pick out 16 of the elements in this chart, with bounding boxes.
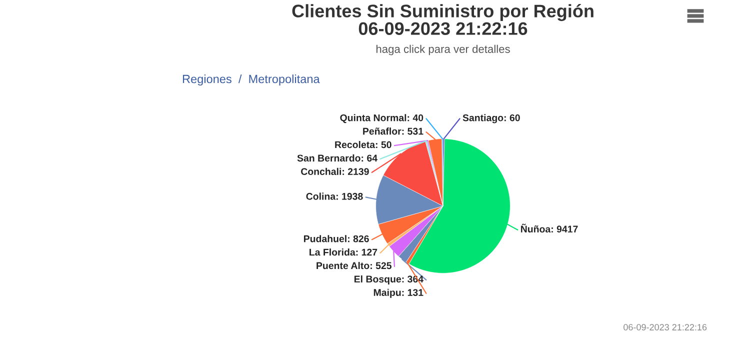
slice-label: La Florida: 127	[310, 248, 378, 256]
slice-label: Peñaflor: 531	[363, 128, 424, 135]
text: Regiones / Metropolitana	[182, 74, 320, 86]
slice-label: Maipu: 131	[374, 288, 424, 298]
slice-label: Colina: 1938	[306, 192, 363, 200]
slice-label: Pudahuel: 826	[304, 235, 369, 242]
slice-label: Quinta Normal: 40	[340, 114, 424, 124]
text: 06-09-2023 21:22:16	[624, 324, 707, 330]
slice-label: Recoleta: 50	[335, 140, 392, 148]
chart-title: Clientes Sin Suministro por Región 06-09-2023 21:22:16	[292, 4, 594, 36]
slice-label: Puente Alto: 525	[316, 262, 392, 270]
slice-label: Conchali: 2139	[301, 168, 369, 176]
slice-label: Ñuñoa: 9417	[521, 224, 578, 233]
chart-subtitle: haga click para ver detalles	[376, 44, 510, 56]
slice-label: San Bernardo: 64	[297, 154, 378, 162]
slice-label: Santiago: 60	[462, 114, 520, 124]
